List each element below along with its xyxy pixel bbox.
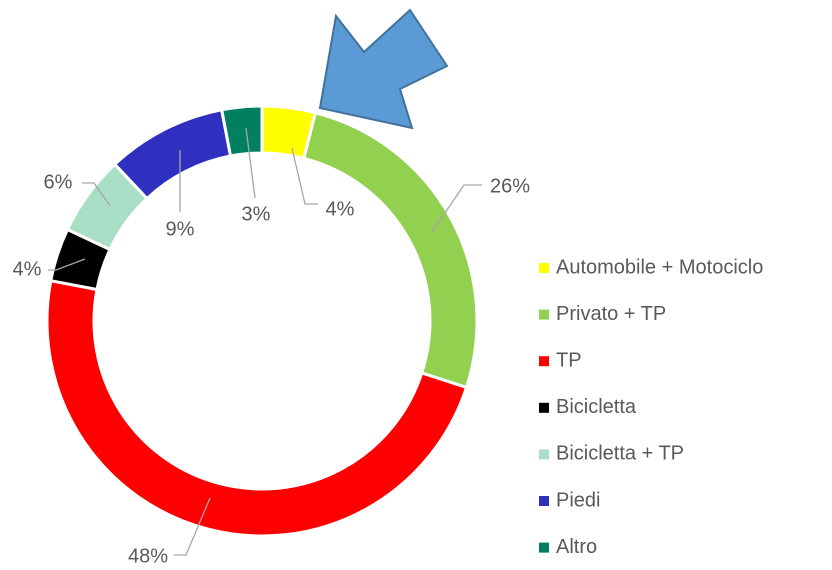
legend-swatch: [539, 496, 549, 506]
legend-label: Privato + TP: [556, 303, 666, 325]
leader-line: [291, 147, 318, 205]
leader-line: [48, 258, 86, 271]
legend-swatch: [539, 449, 549, 460]
data-label: 9%: [166, 218, 195, 240]
data-label: 26%: [490, 175, 530, 197]
donut-segment: [219, 104, 264, 158]
data-label: 3%: [242, 203, 271, 225]
legend-label: Bicicletta: [556, 396, 637, 418]
leader-line: [82, 182, 111, 207]
legend-swatch: [539, 309, 549, 320]
data-label: 48%: [128, 545, 168, 567]
leader-line: [431, 184, 482, 233]
donut-segment: [45, 278, 469, 538]
data-label: 4%: [13, 258, 42, 280]
arrow: [318, 8, 449, 130]
donut-segment: [301, 110, 479, 390]
legend-label: Altro: [556, 536, 597, 558]
legend-swatch: [539, 263, 549, 273]
leader-line: [245, 127, 256, 199]
leader-line: [174, 497, 211, 556]
legend-label: TP: [556, 349, 582, 371]
legend-swatch: [539, 542, 549, 553]
legend-label: Piedi: [556, 489, 600, 511]
data-label: 4%: [326, 198, 355, 220]
legend-swatch: [539, 356, 549, 367]
legend-label: Bicicletta + TP: [556, 443, 684, 465]
legend-swatch: [539, 402, 549, 413]
legend-label: Automobile + Motociclo: [556, 256, 763, 278]
data-label: 6%: [44, 171, 73, 193]
